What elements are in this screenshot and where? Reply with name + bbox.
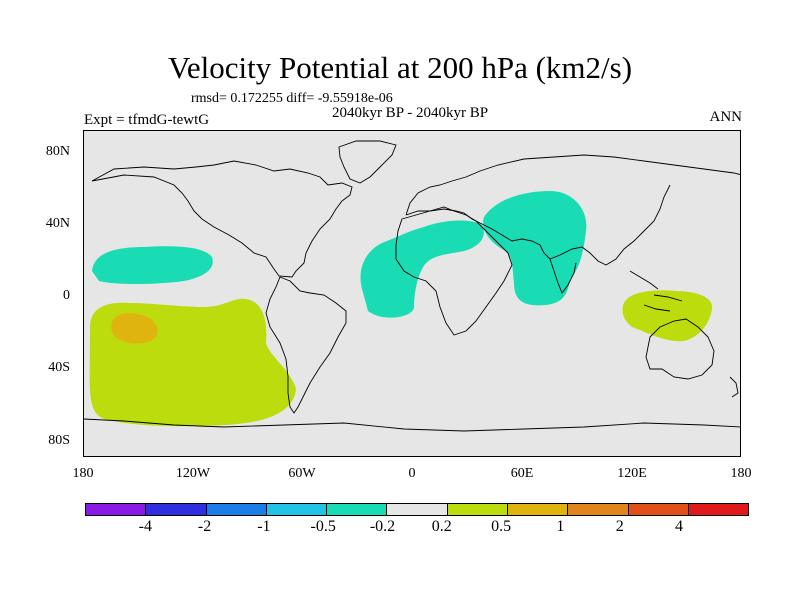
stats-text: rmsd= 0.172255 diff= -9.55918e-06 (191, 91, 393, 106)
colorbar-label: -2 (197, 518, 212, 535)
colorbar-swatch (567, 503, 629, 516)
chart-title: Velocity Potential at 200 hPa (km2/s) (167, 50, 633, 85)
region-maritime-continent (622, 290, 713, 342)
colorbar (85, 503, 750, 516)
lat-label-40n: 40N (45, 216, 70, 231)
region-north-pacific (92, 246, 213, 284)
map-svg (84, 140, 740, 432)
colorbar-swatch (326, 503, 388, 516)
colorbar-label: -1 (257, 518, 271, 535)
lat-label-0: 0 (63, 288, 70, 303)
region-eurasia-indian (483, 191, 587, 306)
season-label: ANN (709, 109, 743, 125)
colorbar-swatch (386, 503, 448, 516)
colorbar-swatch (446, 503, 509, 516)
colorbar-swatch (265, 503, 328, 516)
colorbar-swatch (627, 503, 689, 516)
colorbar-swatch (85, 503, 147, 516)
lon-label-60w: 60W (288, 466, 316, 481)
lon-label-120e: 120E (617, 466, 647, 481)
colorbar-label: -4 (138, 518, 152, 535)
lon-label-180e: 180 (730, 466, 752, 481)
region-south-pacific-core (111, 313, 158, 344)
lon-label-60e: 60E (510, 466, 534, 481)
lat-label-40s: 40S (48, 360, 70, 375)
lat-label-80s: 80S (48, 433, 70, 448)
lon-label-0: 0 (408, 466, 416, 481)
colorbar-label: 0.5 (491, 518, 512, 535)
colorbar-label: 4 (675, 518, 683, 535)
colorbar-label: 2 (615, 518, 624, 535)
colorbar-label: -0.2 (369, 518, 396, 535)
colorbar-label: 1 (556, 518, 565, 535)
map-panel (83, 130, 741, 457)
colorbar-label: 0.2 (431, 518, 452, 535)
colorbar-swatch (507, 503, 569, 516)
colorbar-label: -0.5 (310, 518, 336, 535)
region-atlantic-africa (360, 220, 484, 318)
experiment-label: Expt = tfmdG-tewtG (84, 112, 210, 128)
colorbar-swatch (687, 503, 750, 516)
colorbar-swatch (145, 503, 207, 516)
lat-label-80n: 80N (45, 144, 70, 159)
lon-label-180w: 180 (72, 466, 94, 481)
chart-subtitle: 2040kyr BP - 2040kyr BP (331, 105, 489, 121)
lon-label-120w: 120W (175, 466, 211, 481)
colorbar-swatch (205, 503, 267, 516)
coastlines (84, 140, 740, 432)
